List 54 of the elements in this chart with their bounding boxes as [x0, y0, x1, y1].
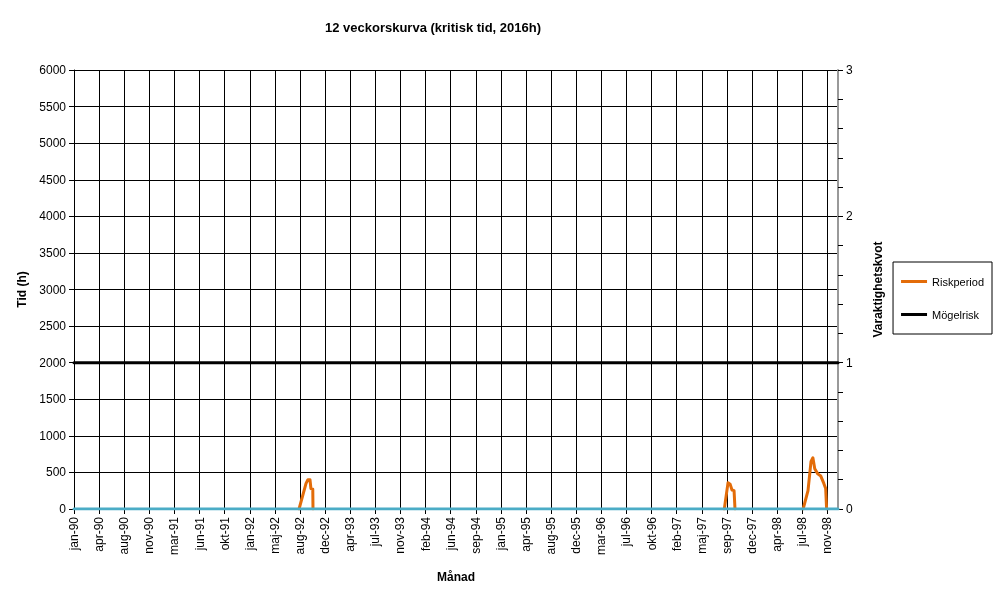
y2-axis-title: Varaktighetskvot [871, 241, 885, 338]
x-tick-label: apr-95 [518, 516, 533, 552]
y-tick-label: 1000 [39, 428, 67, 443]
y2-tick-label: 2 [846, 209, 853, 224]
y-tick-label: 1500 [39, 392, 67, 407]
x-tick-label: okt-91 [217, 516, 232, 551]
x-tick-label: aug-90 [117, 516, 132, 555]
x-tick-label: nov-98 [820, 516, 835, 554]
x-tick-label: mar-91 [167, 516, 182, 556]
y-tick-label: 2500 [39, 319, 67, 334]
x-tick-label: jun-91 [192, 516, 207, 552]
y-tick-label: 3000 [39, 282, 67, 297]
y2-tick-label: 1 [846, 355, 853, 370]
x-tick-label: feb-97 [669, 516, 684, 552]
x-tick-label: dec-92 [318, 516, 333, 554]
x-tick-label: jun-94 [443, 516, 458, 552]
y-tick-label: 3500 [39, 245, 67, 260]
x-tick-label: sep-97 [719, 516, 734, 554]
x-tick-label: jul-98 [795, 516, 810, 548]
x-tick-label: feb-94 [418, 516, 433, 552]
chart-title: 12 veckorskurva (kritisk tid, 2016h) [324, 20, 542, 35]
x-tick-label: apr-98 [770, 516, 785, 552]
y-tick-label: 6000 [39, 63, 67, 77]
x-tick-label: aug-95 [544, 516, 559, 555]
y2-tick-label: 3 [846, 63, 853, 77]
x-tick-label: sep-94 [468, 516, 483, 554]
x-tick-label: jul-96 [619, 516, 634, 548]
y-tick-label: 4000 [39, 209, 67, 224]
x-tick-label: jan-95 [493, 516, 508, 552]
x-tick-label: apr-93 [343, 516, 358, 552]
x-tick-label: jan-90 [67, 516, 81, 552]
y-tick-label: 2000 [39, 355, 67, 370]
legend-label: Riskperiod [932, 275, 984, 288]
x-tick-label: aug-92 [292, 516, 307, 555]
x-tick-label: maj-97 [694, 516, 709, 554]
x-tick-label: mar-96 [594, 516, 609, 556]
y-tick-label: 4500 [39, 172, 67, 187]
x-tick-label: nov-90 [142, 516, 157, 554]
x-tick-label: dec-95 [569, 516, 584, 554]
x-tick-label: jan-92 [242, 516, 257, 552]
y-tick-label: 0 [59, 502, 67, 516]
y-tick-label: 5500 [39, 99, 67, 114]
x-tick-label: jul-93 [368, 516, 383, 548]
x-axis-title: Månad [436, 570, 476, 584]
legend-label: Mögelrisk [932, 308, 980, 321]
x-tick-label: maj-92 [267, 516, 282, 554]
x-tick-label: nov-93 [393, 516, 408, 554]
x-tick-label: okt-96 [644, 516, 659, 551]
y-tick-label: 500 [45, 465, 67, 480]
x-tick-label: dec-97 [744, 516, 759, 554]
y-axis-title: Tid (h) [15, 271, 29, 308]
x-tick-label: apr-90 [92, 516, 107, 552]
y-tick-label: 5000 [39, 136, 67, 151]
y2-tick-label: 0 [846, 502, 853, 516]
